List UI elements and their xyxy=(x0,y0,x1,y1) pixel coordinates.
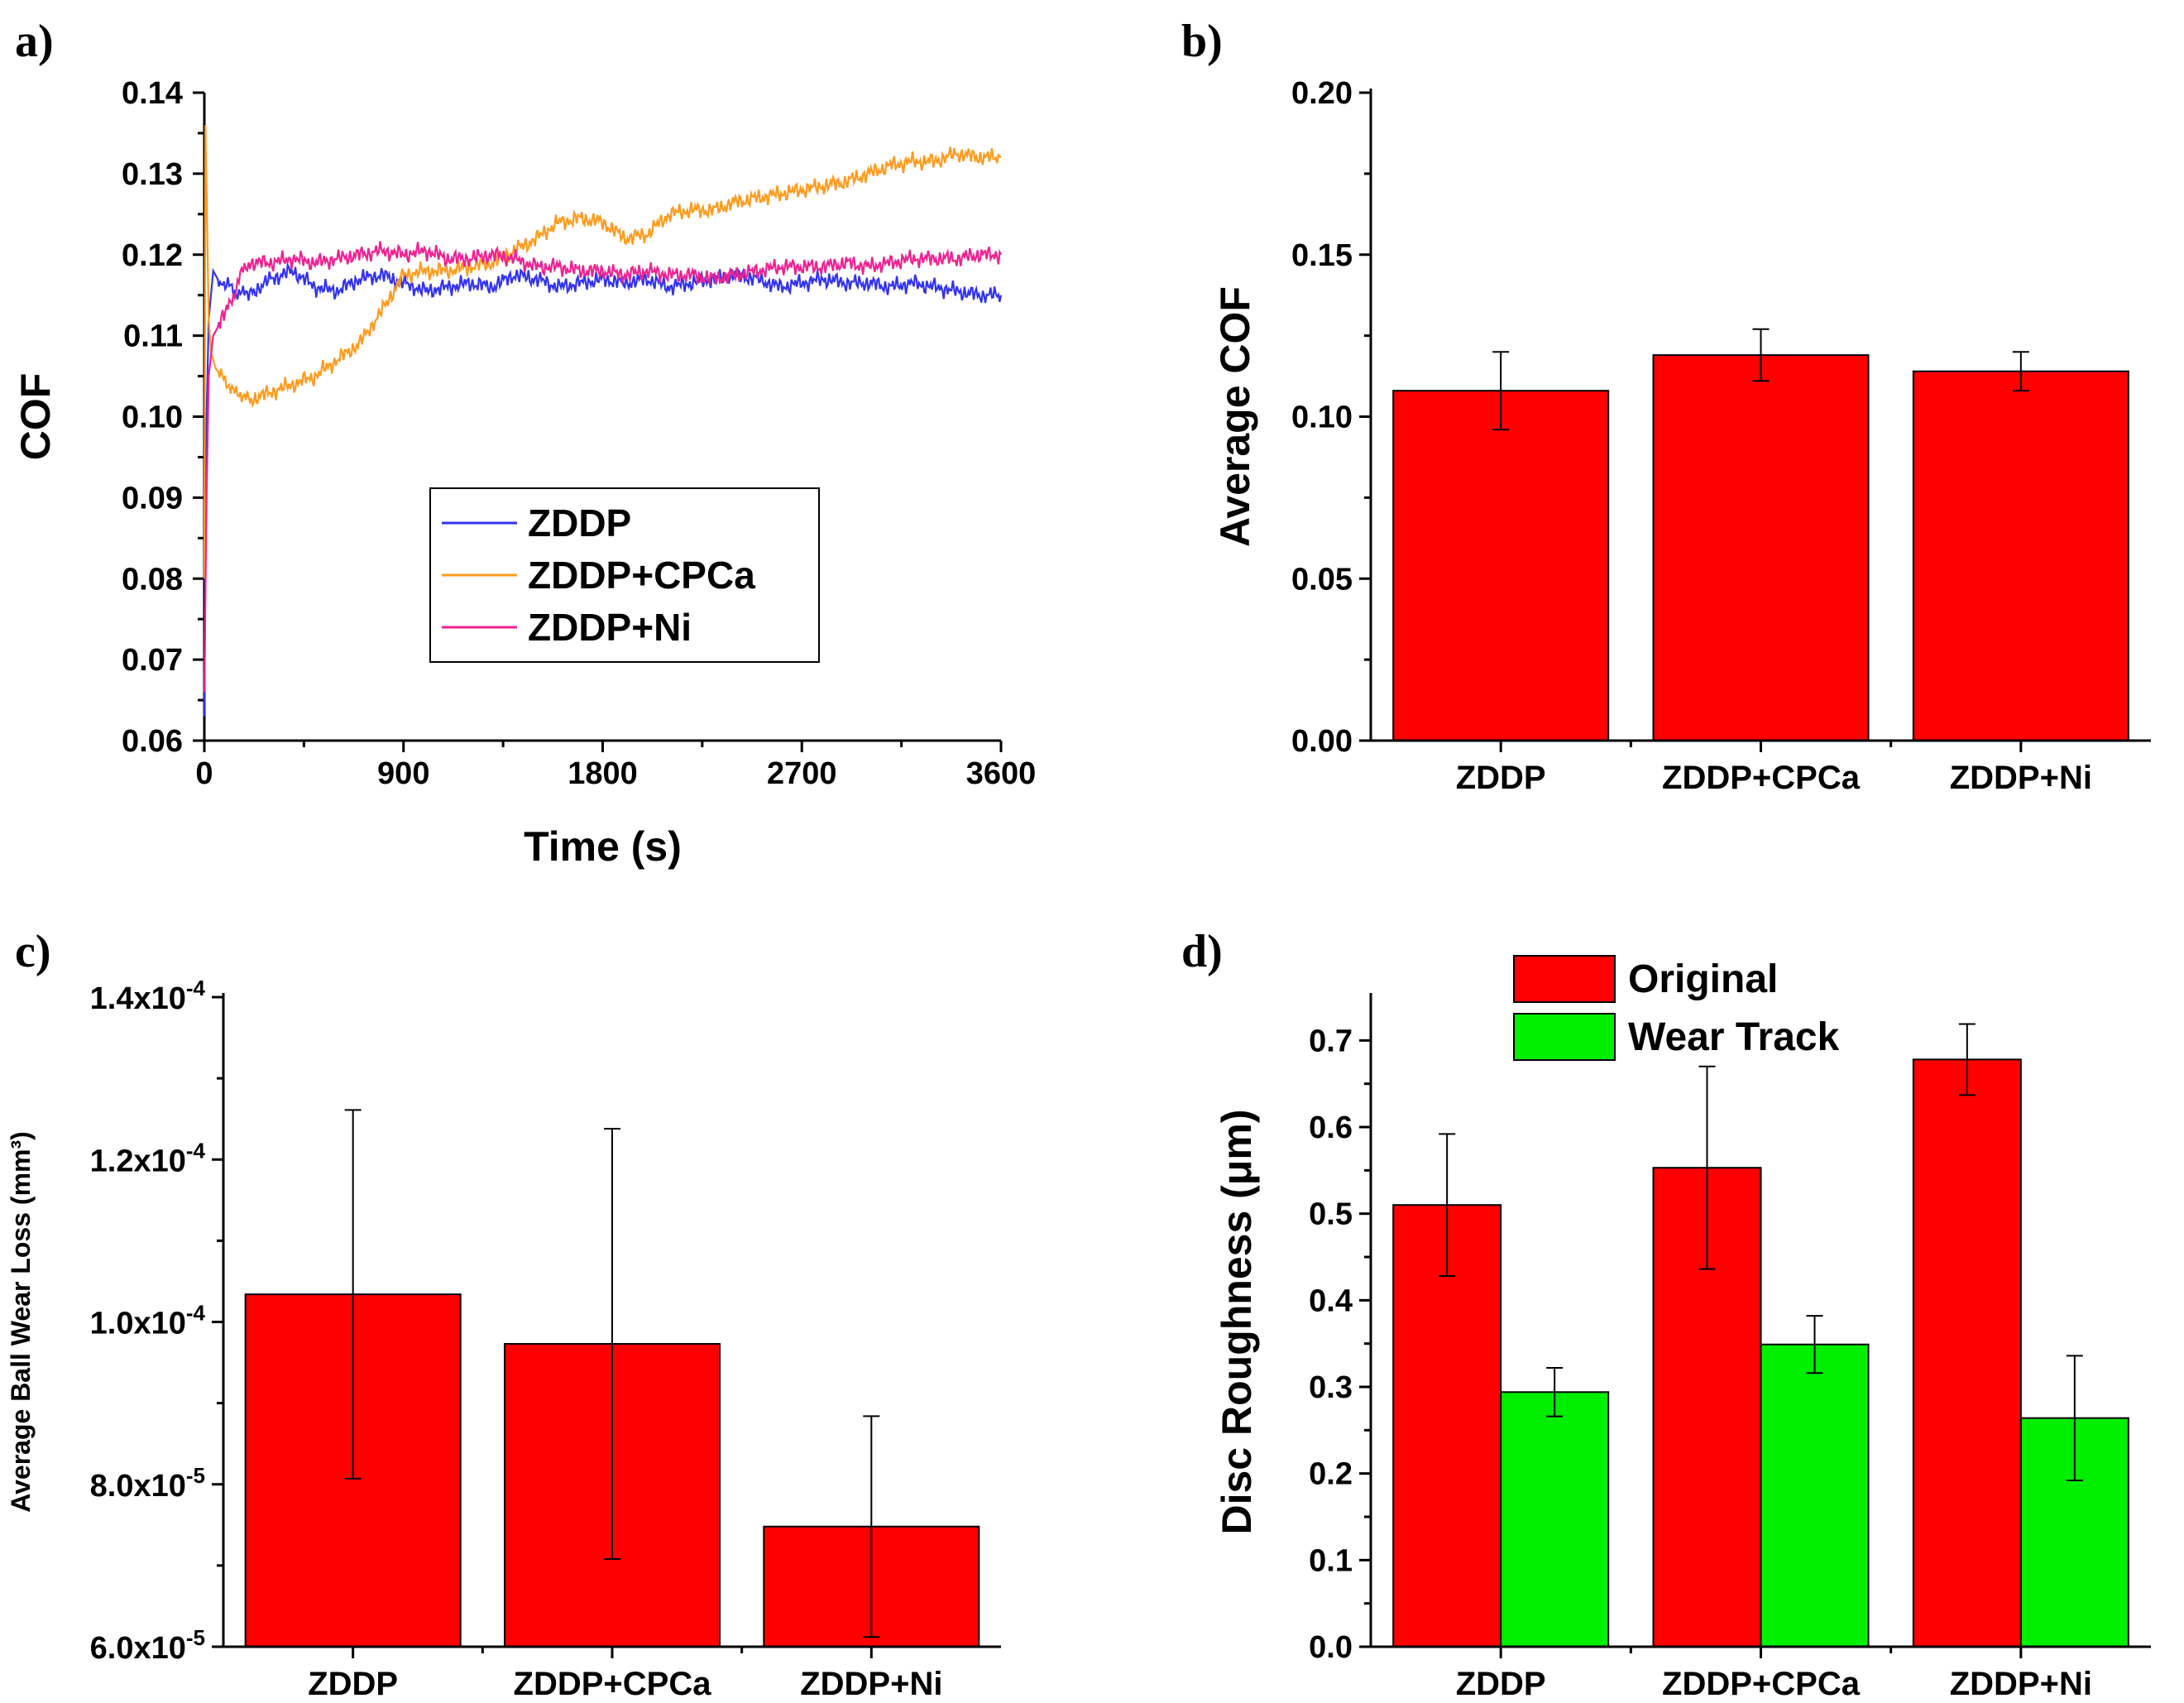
y-tick-label: 0.07 xyxy=(122,643,183,678)
x-tick-label: ZDDP+Ni xyxy=(800,1666,942,1702)
y-tick-label: 1.0x10-4 xyxy=(90,1301,206,1341)
legend-label: Wear Track xyxy=(1628,1015,1840,1059)
y-axis-title: Disc Roughness (μm) xyxy=(1214,1110,1260,1535)
x-tick-label: ZDDP+Ni xyxy=(1950,760,2092,796)
tick-mantissa: 1.4x10 xyxy=(90,981,186,1016)
x-tick-label: 1800 xyxy=(568,756,638,791)
panel-c-label: c) xyxy=(15,926,51,977)
x-tick-label: 2700 xyxy=(767,756,837,791)
tick-mantissa: 8.0x10 xyxy=(90,1469,186,1504)
bar-secondary xyxy=(1760,1343,1870,1648)
y-tick-label: 0.6 xyxy=(1309,1111,1353,1145)
y-tick-label: 0.10 xyxy=(1291,401,1353,435)
y-tick-label: 0.13 xyxy=(122,157,183,192)
y-tick-label: 0.11 xyxy=(123,319,183,354)
bar-primary xyxy=(1652,354,1870,741)
y-axis-title: Average Ball Wear Loss (mm³) xyxy=(6,1131,36,1513)
y-tick-label: 0.08 xyxy=(122,562,183,597)
x-axis-title: Time (s) xyxy=(524,823,682,870)
y-tick-label: 0.20 xyxy=(1291,76,1353,111)
tick-exponent: -4 xyxy=(186,1138,206,1163)
x-tick-label: ZDDP+CPCa xyxy=(1662,1666,1861,1702)
y-tick-label: 8.0x10-5 xyxy=(90,1463,205,1504)
tick-exponent: -5 xyxy=(186,1463,205,1488)
tick-mantissa: 1.2x10 xyxy=(90,1144,186,1178)
panel-c-bar-chart: 6.0x10-58.0x10-51.0x10-41.2x10-41.4x10-4… xyxy=(6,976,1001,1702)
y-tick-label: 0.5 xyxy=(1309,1197,1353,1232)
y-tick-label: 0.14 xyxy=(122,76,183,111)
y-axis-title: COF xyxy=(12,373,59,461)
legend-swatch xyxy=(1513,955,1616,1003)
x-tick-label: ZDDP xyxy=(1456,1666,1546,1702)
y-tick-label: 0.2 xyxy=(1309,1457,1353,1492)
x-tick-label: 3600 xyxy=(966,756,1037,791)
y-tick-label: 0.4 xyxy=(1309,1283,1353,1318)
tick-exponent: -5 xyxy=(186,1625,205,1650)
tick-mantissa: 1.0x10 xyxy=(90,1307,186,1341)
legend-label: ZDDP+CPCa xyxy=(528,554,755,597)
x-tick-label: ZDDP+Ni xyxy=(1950,1666,2092,1702)
panel-b-label: b) xyxy=(1181,16,1223,67)
y-tick-label: 0.06 xyxy=(122,724,183,759)
y-tick-label: 0.7 xyxy=(1309,1024,1353,1058)
x-tick-label: ZDDP+CPCa xyxy=(1662,760,1861,796)
legend-label: ZDDP+Ni xyxy=(528,606,692,649)
bar-primary xyxy=(1912,1058,2022,1648)
legend-label: Original xyxy=(1628,957,1778,1001)
y-tick-label: 0.3 xyxy=(1309,1370,1353,1405)
x-tick-label: ZDDP xyxy=(308,1666,398,1702)
bar-primary xyxy=(1392,1204,1502,1648)
panel-d-grouped-bar-chart: 0.0 0.1 0.2 0.3 0.4 0.5 0.6 0.7 ZDDP ZDDP+CPCa ZDD… xyxy=(1214,955,2151,1702)
y-tick-label: 0.15 xyxy=(1291,238,1353,273)
bar-primary xyxy=(1392,390,1610,741)
tick-mantissa: 6.0x10 xyxy=(90,1631,186,1666)
x-tick-label: 900 xyxy=(377,756,429,791)
tick-exponent: -4 xyxy=(186,976,206,1000)
x-tick-label: ZDDP+CPCa xyxy=(514,1666,712,1702)
x-tick-label: ZDDP xyxy=(1456,760,1546,796)
y-tick-label: 0.10 xyxy=(122,401,183,435)
tick-exponent: -4 xyxy=(186,1301,206,1326)
y-tick-label: 0.00 xyxy=(1291,724,1353,759)
bar-secondary xyxy=(1500,1391,1610,1648)
bar-primary xyxy=(1912,370,2129,741)
y-tick-label: 0.09 xyxy=(122,481,183,516)
panel-a-label: a) xyxy=(15,16,54,67)
series-line-2 xyxy=(203,241,1002,693)
y-tick-label: 0.1 xyxy=(1309,1543,1353,1578)
y-tick-label: 0.12 xyxy=(122,238,183,273)
legend-label: ZDDP xyxy=(528,501,631,544)
y-tick-label: 1.4x10-4 xyxy=(90,976,206,1016)
y-tick-label: 6.0x10-5 xyxy=(90,1625,205,1666)
panel-a-line-chart: 0.06 0.07 0.08 0.09 0.10 0.11 0.12 0.13 0.14 0 900… xyxy=(12,76,1036,870)
panel-b-bar-chart: 0.00 0.05 0.10 0.15 0.20 ZDDP ZDDP+CPCa ZDDP+Ni… xyxy=(1212,76,2151,796)
series-line-1 xyxy=(203,125,1002,579)
y-tick-label: 0.0 xyxy=(1309,1630,1353,1665)
panel-d-label: d) xyxy=(1181,926,1223,977)
y-tick-label: 0.05 xyxy=(1291,562,1353,597)
y-axis-title: Average COF xyxy=(1212,286,1258,547)
legend-swatch xyxy=(1513,1013,1616,1061)
y-tick-label: 1.2x10-4 xyxy=(90,1138,206,1178)
x-tick-label: 0 xyxy=(195,756,213,791)
